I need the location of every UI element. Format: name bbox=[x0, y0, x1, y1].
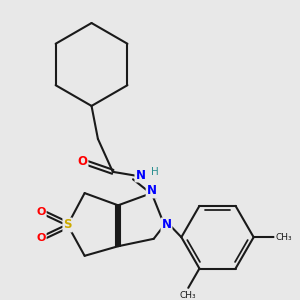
Text: N: N bbox=[147, 184, 157, 197]
Text: O: O bbox=[36, 233, 46, 243]
Text: N: N bbox=[161, 218, 172, 232]
Text: S: S bbox=[63, 218, 72, 232]
Text: CH₃: CH₃ bbox=[180, 291, 196, 300]
Text: N: N bbox=[135, 169, 146, 182]
Text: CH₃: CH₃ bbox=[275, 233, 292, 242]
Text: H: H bbox=[152, 167, 159, 177]
Text: O: O bbox=[77, 155, 88, 168]
Text: O: O bbox=[36, 207, 46, 217]
